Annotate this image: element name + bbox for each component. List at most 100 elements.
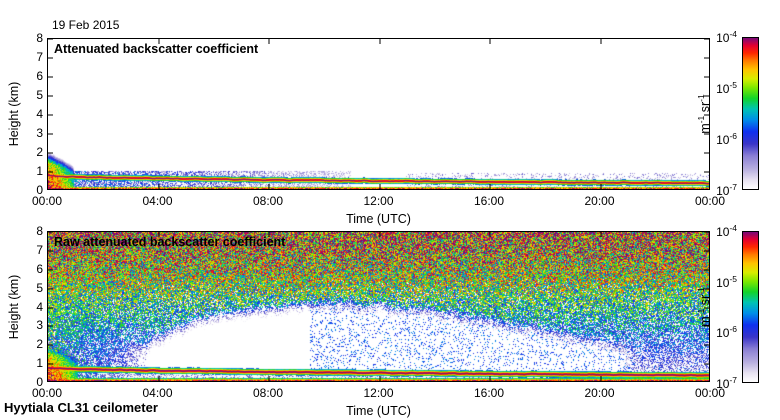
y-tick-mark	[704, 325, 709, 327]
colorbar-tick-label: 10-4	[716, 223, 737, 239]
y-tick-mark	[48, 39, 53, 40]
y-tick-label: 0	[36, 183, 43, 197]
y-tick-label: 4	[36, 299, 43, 314]
colorbar-gradient-top	[743, 38, 758, 189]
panel-title-attenuated: Attenuated backscatter coefficient	[54, 42, 259, 56]
colorbar-tick-label: 10-5	[716, 80, 737, 96]
x-tick-mark	[600, 39, 601, 44]
y-tick-mark	[48, 76, 53, 78]
x-tick-label: 16:00	[473, 386, 505, 400]
x-tick-label: 00:00	[31, 194, 63, 208]
plot-area-attenuated[interactable]: Attenuated backscatter coefficient	[47, 38, 710, 190]
y-tick-label: 3	[36, 126, 43, 140]
y-tick-mark	[704, 363, 709, 365]
y-tick-mark	[704, 114, 709, 116]
y-tick-mark	[48, 288, 53, 290]
y-tick-mark	[704, 39, 709, 40]
y-tick-label: 8	[36, 31, 43, 45]
y-tick-label: 3	[36, 318, 43, 333]
x-tick-mark	[158, 184, 159, 189]
y-tick-mark	[704, 232, 709, 233]
y-tick-mark	[704, 152, 709, 154]
x-tick-label: 20:00	[584, 194, 615, 208]
y-tick-label: 2	[36, 145, 43, 159]
panel-title-raw: Raw attenuated backscatter coefficient	[54, 235, 286, 249]
y-tick-mark	[704, 95, 709, 97]
x-tick-mark	[600, 232, 601, 237]
x-tick-mark	[268, 39, 270, 44]
x-tick-mark	[489, 376, 491, 381]
x-tick-mark	[600, 376, 601, 381]
x-tick-mark	[158, 232, 159, 237]
y-tick-label: 1	[36, 164, 43, 178]
y-tick-mark	[704, 307, 709, 308]
y-tick-mark	[48, 269, 53, 271]
colorbar-tick-label: 10-7	[716, 182, 737, 198]
x-tick-label: 16:00	[473, 194, 505, 208]
x-tick-mark	[158, 376, 159, 381]
x-tick-mark	[489, 232, 491, 237]
y-tick-label: 0	[36, 375, 43, 389]
y-tick-mark	[48, 325, 53, 327]
y-tick-label: 8	[36, 224, 43, 238]
y-tick-mark	[704, 250, 709, 252]
colorbar-top[interactable]	[742, 37, 759, 190]
y-tick-mark	[48, 57, 53, 59]
y-tick-label: 2	[36, 337, 43, 352]
colorbar-unit-top: m-1 sr-1	[695, 93, 713, 134]
y-tick-mark	[48, 114, 53, 116]
colorbar-tick-label: 10-5	[716, 273, 737, 290]
y-tick-mark	[48, 344, 53, 346]
x-tick-mark	[600, 184, 601, 189]
y-tick-mark	[704, 288, 709, 290]
y-tick-label: 7	[36, 50, 43, 64]
date-label: 19 Feb 2015	[52, 18, 120, 32]
panel-raw-backscatter: Raw attenuated backscatter coefficient 0…	[32, 225, 725, 399]
y-tick-label: 5	[36, 88, 43, 102]
x-tick-mark	[268, 376, 270, 381]
plot-area-raw[interactable]: Raw attenuated backscatter coefficient	[47, 231, 710, 382]
x-tick-label: 12:00	[363, 194, 394, 208]
y-tick-mark	[48, 363, 53, 365]
colorbar-tick-label: 10-6	[716, 324, 737, 341]
y-tick-mark	[48, 171, 53, 173]
y-tick-mark	[48, 133, 53, 135]
x-tick-mark	[379, 232, 380, 237]
y-tick-label: 6	[36, 261, 43, 276]
x-tick-mark	[489, 184, 491, 189]
x-tick-mark	[379, 184, 380, 189]
y-tick-mark	[48, 250, 53, 252]
x-tick-label: 20:00	[584, 386, 615, 400]
colorbar-bottom[interactable]	[742, 231, 759, 383]
y-tick-mark	[48, 95, 53, 97]
x-tick-label: 12:00	[363, 386, 394, 400]
y-tick-label: 6	[36, 69, 43, 83]
x-tick-mark	[268, 184, 270, 189]
y-tick-mark	[704, 57, 709, 59]
y-tick-label: 7	[36, 242, 43, 257]
x-tick-label: 04:00	[142, 194, 173, 208]
y-tick-mark	[48, 307, 53, 308]
y-tick-mark	[704, 133, 709, 135]
y-tick-mark	[704, 171, 709, 173]
colorbar-tick-label: 10-4	[716, 29, 737, 45]
panel-attenuated-backscatter: Attenuated backscatter coefficient 0 1 2 3 4…	[32, 32, 725, 207]
backscatter-image-attenuated	[48, 39, 709, 189]
colorbar-tick-label: 10-7	[716, 375, 737, 391]
x-tick-label: 08:00	[252, 386, 284, 400]
x-tick-mark	[379, 376, 380, 381]
y-tick-label: 5	[36, 280, 43, 295]
x-tick-label: 08:00	[252, 194, 284, 208]
x-axis-label-bottom: Time (UTC)	[346, 404, 411, 418]
colorbar-tick-label: 10-6	[716, 131, 737, 147]
backscatter-image-raw	[48, 232, 709, 381]
instrument-footer: Hyytiala CL31 ceilometer	[4, 400, 158, 415]
x-axis-label-top: Time (UTC)	[346, 212, 411, 226]
x-tick-mark	[489, 39, 491, 44]
x-tick-label: 04:00	[142, 386, 173, 400]
y-tick-mark	[704, 76, 709, 78]
x-tick-label: 00:00	[694, 194, 726, 208]
y-axis-label-bottom: Height (km)	[7, 274, 21, 339]
x-tick-label: 00:00	[694, 386, 726, 400]
